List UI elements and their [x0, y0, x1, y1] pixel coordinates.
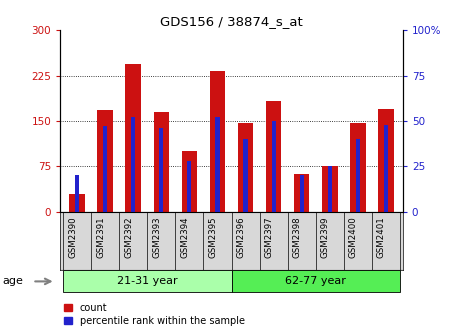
Text: GSM2390: GSM2390: [68, 216, 77, 258]
Bar: [131, 117, 135, 212]
Bar: [328, 166, 332, 212]
Bar: [300, 175, 304, 212]
Bar: [103, 126, 107, 212]
Bar: [181, 151, 197, 212]
Text: GSM2392: GSM2392: [124, 216, 133, 258]
Bar: [244, 139, 248, 212]
Text: 62-77 year: 62-77 year: [285, 277, 346, 286]
Bar: [75, 175, 79, 212]
Bar: [232, 270, 400, 292]
Bar: [187, 161, 192, 212]
Bar: [378, 109, 394, 212]
Text: GSM2397: GSM2397: [265, 216, 274, 258]
Text: GSM2400: GSM2400: [349, 216, 358, 258]
Bar: [266, 101, 282, 212]
Bar: [215, 117, 219, 212]
Bar: [97, 110, 113, 212]
Text: GSM2396: GSM2396: [237, 216, 245, 258]
Text: GSM2395: GSM2395: [208, 216, 218, 258]
Bar: [271, 121, 276, 212]
Bar: [125, 64, 141, 212]
Bar: [210, 71, 225, 212]
Text: GSM2391: GSM2391: [96, 216, 105, 258]
Bar: [63, 270, 232, 292]
Bar: [238, 123, 253, 212]
Legend: count, percentile rank within the sample: count, percentile rank within the sample: [60, 299, 249, 330]
Text: 21-31 year: 21-31 year: [117, 277, 178, 286]
Title: GDS156 / 38874_s_at: GDS156 / 38874_s_at: [160, 15, 303, 28]
Bar: [384, 125, 388, 212]
Bar: [159, 128, 163, 212]
Bar: [350, 123, 366, 212]
Bar: [69, 194, 85, 212]
Bar: [154, 112, 169, 212]
Bar: [322, 166, 338, 212]
Bar: [356, 139, 360, 212]
Text: GSM2399: GSM2399: [321, 216, 330, 258]
Bar: [294, 174, 309, 212]
Text: GSM2394: GSM2394: [181, 216, 189, 258]
Text: age: age: [2, 277, 23, 286]
Text: GSM2401: GSM2401: [377, 216, 386, 258]
Text: GSM2393: GSM2393: [152, 216, 161, 258]
Text: GSM2398: GSM2398: [293, 216, 302, 258]
